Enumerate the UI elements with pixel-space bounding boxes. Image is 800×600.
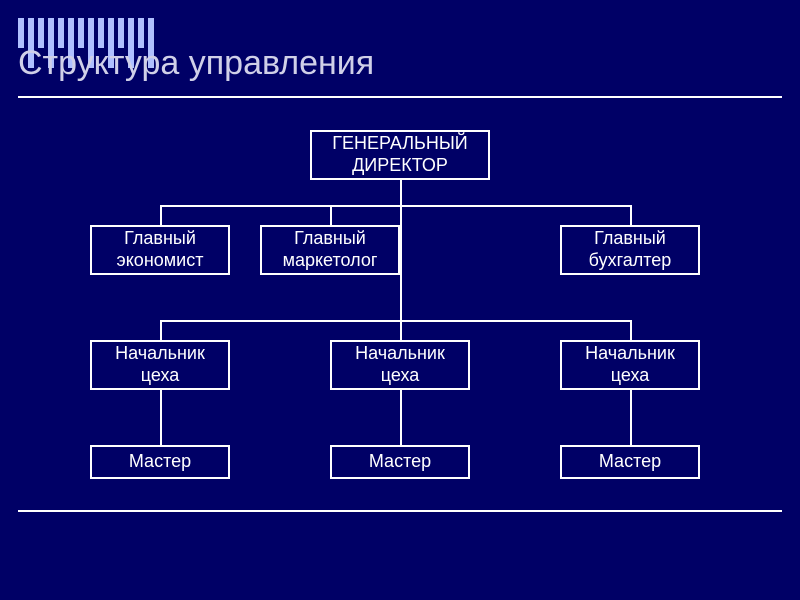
org-node-label: Начальникцеха xyxy=(355,343,445,386)
org-node-label: Мастер xyxy=(599,451,661,473)
org-edge-vertical xyxy=(330,205,332,225)
org-edge-horizontal xyxy=(160,205,632,207)
org-node-shop1: Начальникцеха xyxy=(90,340,230,390)
org-node-shop3: Начальникцеха xyxy=(560,340,700,390)
org-node-label: Мастер xyxy=(369,451,431,473)
org-edge-vertical xyxy=(400,180,402,320)
org-edge-vertical xyxy=(400,390,402,445)
org-node-accn: Главныйбухгалтер xyxy=(560,225,700,275)
org-node-mast3: Мастер xyxy=(560,445,700,479)
org-node-label: Начальникцеха xyxy=(115,343,205,386)
org-node-root: ГЕНЕРАЛЬНЫЙДИРЕКТОР xyxy=(310,130,490,180)
org-node-label: Начальникцеха xyxy=(585,343,675,386)
org-node-label: Мастер xyxy=(129,451,191,473)
org-edge-vertical xyxy=(630,205,632,225)
org-edge-vertical xyxy=(160,205,162,225)
org-node-label: Главныймаркетолог xyxy=(283,228,378,271)
org-edge-horizontal xyxy=(160,320,632,322)
org-edge-vertical xyxy=(400,320,402,340)
org-edge-vertical xyxy=(630,390,632,445)
org-edge-vertical xyxy=(630,320,632,340)
org-node-mast2: Мастер xyxy=(330,445,470,479)
org-node-label: Главныйбухгалтер xyxy=(589,228,672,271)
org-node-mast1: Мастер xyxy=(90,445,230,479)
org-node-econ: Главныйэкономист xyxy=(90,225,230,275)
org-edge-vertical xyxy=(160,320,162,340)
org-node-label: ГЕНЕРАЛЬНЫЙДИРЕКТОР xyxy=(332,133,467,176)
org-chart: ГЕНЕРАЛЬНЫЙДИРЕКТОР Главныйэкономист Главн… xyxy=(0,0,800,600)
org-node-shop2: Начальникцеха xyxy=(330,340,470,390)
org-node-mark: Главныймаркетолог xyxy=(260,225,400,275)
org-node-label: Главныйэкономист xyxy=(117,228,204,271)
org-edge-vertical xyxy=(160,390,162,445)
